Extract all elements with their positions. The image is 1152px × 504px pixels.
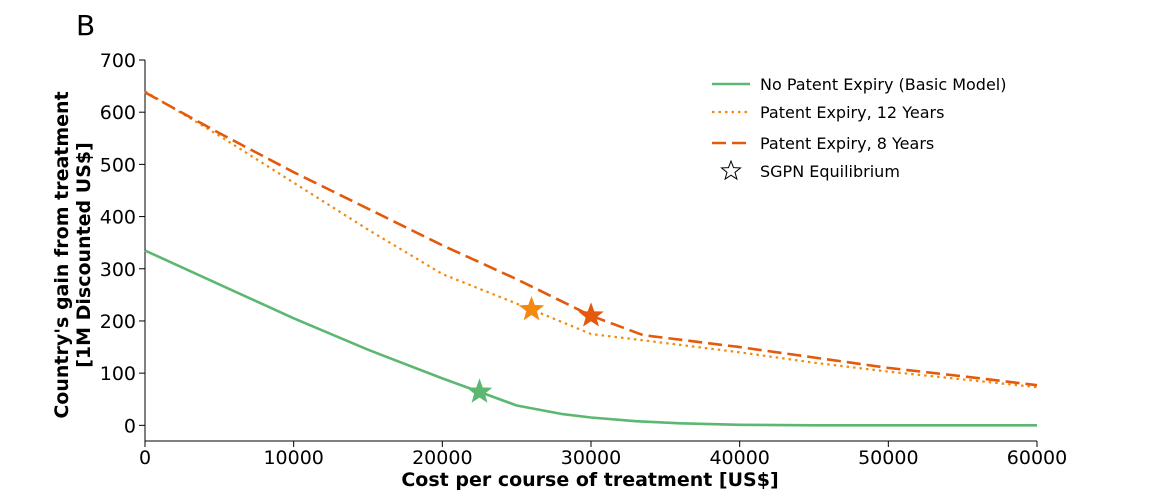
y-axis-title-line1: Country's gain from treatment bbox=[51, 91, 73, 418]
legend-label-1: No Patent Expiry (Basic Model) bbox=[760, 75, 1006, 94]
y-tick-label: 300 bbox=[100, 259, 136, 281]
y-axis-title-line2: [1M Discounted US$] bbox=[73, 142, 95, 368]
series-line-1 bbox=[144, 249, 1037, 427]
equilibrium-star-3 bbox=[578, 302, 604, 327]
marker-layer bbox=[466, 296, 604, 403]
legend-label-3: Patent Expiry, 8 Years bbox=[760, 134, 934, 153]
x-axis-title: Cost per course of treatment [US$] bbox=[401, 469, 778, 491]
equilibrium-star-1 bbox=[466, 378, 493, 403]
legend: No Patent Expiry (Basic Model) Patent Exp… bbox=[712, 75, 1006, 181]
panel-label: B bbox=[76, 9, 95, 42]
series-line-2 bbox=[144, 90, 1038, 389]
x-tick-label: 10000 bbox=[263, 447, 323, 469]
x-tick-label: 20000 bbox=[412, 447, 472, 469]
x-tick-label: 0 bbox=[139, 447, 151, 469]
legend-label-4: SGPN Equilibrium bbox=[760, 162, 900, 181]
series-line-3 bbox=[144, 91, 1038, 387]
y-tick-label: 200 bbox=[100, 311, 136, 333]
x-tick-label: 40000 bbox=[709, 447, 769, 469]
y-tick-label: 0 bbox=[124, 415, 136, 437]
y-axis-title: Country's gain from treatment [1M Discou… bbox=[51, 91, 95, 418]
y-tick-label: 100 bbox=[100, 363, 136, 385]
y-tick-label: 600 bbox=[100, 102, 136, 124]
y-tick-label: 700 bbox=[100, 50, 136, 72]
y-tick-label: 400 bbox=[100, 207, 136, 229]
equilibrium-star-2 bbox=[518, 296, 545, 321]
x-tick-label: 60000 bbox=[1007, 447, 1067, 469]
axes: 0 10000 20000 30000 40000 50000 60000 0 100 200 30… bbox=[100, 50, 1067, 469]
legend-star-icon bbox=[720, 159, 742, 181]
x-tick-label: 50000 bbox=[858, 447, 918, 469]
legend-label-2: Patent Expiry, 12 Years bbox=[760, 103, 944, 122]
x-tick-label: 30000 bbox=[561, 447, 621, 469]
y-tick-label: 500 bbox=[100, 154, 136, 176]
series-layer bbox=[144, 90, 1038, 427]
